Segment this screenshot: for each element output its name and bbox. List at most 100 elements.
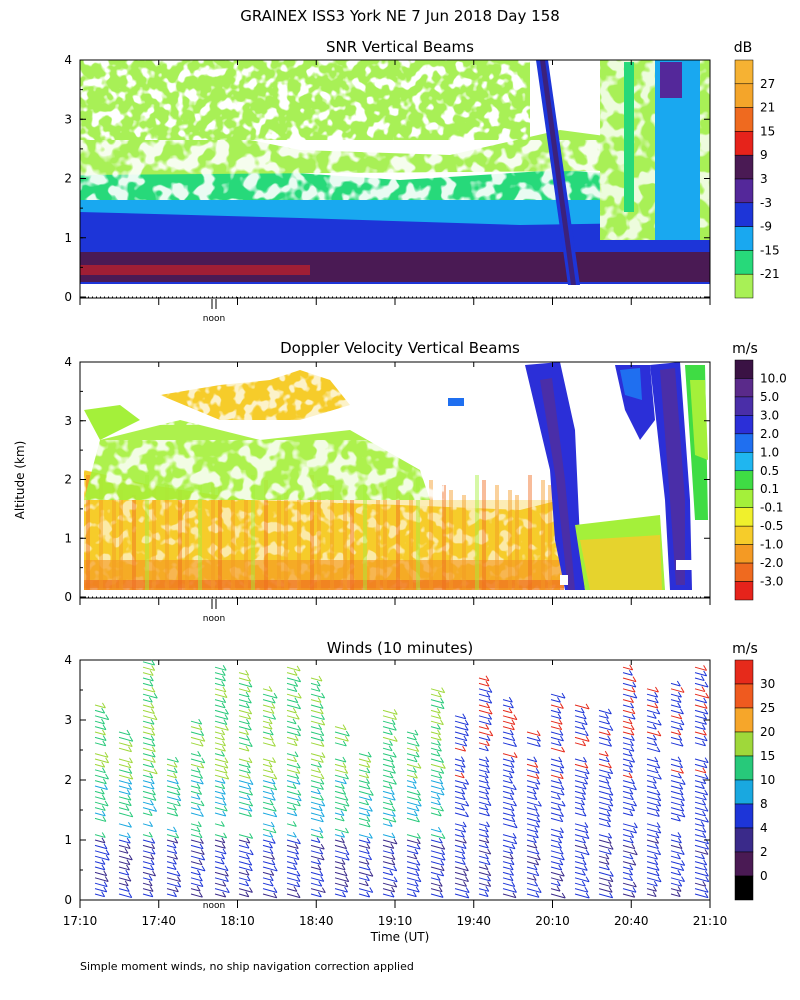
- colorbar-label: 9: [760, 148, 768, 162]
- wind-barb: [262, 726, 273, 730]
- wind-barb: [694, 769, 706, 774]
- winds-panel-title: Winds (10 minutes): [327, 639, 474, 657]
- wind-barb: [214, 682, 225, 687]
- wind-barb-flag: [655, 865, 660, 871]
- wind-barb: [622, 709, 636, 715]
- wind-barb: [286, 672, 298, 676]
- wind-barb: [646, 871, 660, 877]
- wind-barb: [382, 796, 396, 801]
- wind-barb: [310, 861, 321, 865]
- wind-barb-flag: [413, 810, 418, 817]
- wind-barb-flag: [319, 816, 324, 823]
- wind-barb: [622, 688, 636, 693]
- wind-barb: [238, 882, 249, 887]
- wind-barb-flag: [535, 767, 540, 774]
- wind-barb: [190, 769, 201, 773]
- wind-barb-flag: [201, 854, 206, 861]
- wind-barb-flag: [560, 735, 564, 742]
- wind-barb: [622, 715, 636, 720]
- wind-barb-flag: [199, 740, 204, 747]
- wind-barb-flag: [344, 735, 349, 742]
- wind-barb-flag: [416, 843, 421, 850]
- wind-barb-flag: [150, 702, 155, 709]
- wind-barb-flag: [224, 725, 229, 731]
- wind-barb: [286, 677, 301, 683]
- wind-barb-flag: [513, 741, 517, 747]
- wind-barb-flag: [151, 757, 156, 763]
- wind-barb-flag: [680, 719, 685, 726]
- shared-x-axis-label: Time (UT): [370, 930, 430, 944]
- wind-barb-flag: [462, 745, 467, 752]
- wind-barb-flag: [369, 887, 374, 893]
- wind-barb: [478, 866, 489, 870]
- wind-barb: [214, 720, 228, 725]
- wind-barb-flag: [609, 768, 614, 774]
- wind-barb: [310, 704, 324, 709]
- wind-barb-flag: [513, 752, 518, 758]
- wind-barb-flag: [221, 734, 225, 741]
- wind-barb: [598, 796, 613, 801]
- wind-barb: [142, 871, 156, 877]
- wind-barb: [646, 726, 657, 730]
- wind-barb-flag: [485, 886, 490, 892]
- wind-barb-flag: [297, 703, 301, 710]
- wind-barb-flag: [629, 864, 634, 870]
- wind-barb-flag: [487, 875, 491, 882]
- wind-barb-flag: [104, 784, 108, 790]
- colorbar-swatch: [734, 470, 754, 490]
- wind-barb-flag: [198, 718, 203, 725]
- wind-barb-flag: [221, 750, 225, 757]
- wind-barb: [118, 850, 129, 854]
- wind-barb-flag: [273, 773, 278, 780]
- wind-barb-flag: [417, 800, 422, 807]
- wind-barb: [310, 709, 324, 715]
- wind-barb: [454, 769, 465, 773]
- wind-barb-flag: [487, 848, 492, 855]
- wind-barb-flag: [485, 761, 490, 768]
- wind-barb: [574, 828, 589, 834]
- wind-barb: [406, 812, 418, 817]
- shared-y-axis-label: Altitude (km): [13, 441, 27, 520]
- wind-barb: [262, 704, 276, 709]
- wind-barb-flag: [604, 750, 609, 757]
- wind-barb-flag: [462, 821, 467, 828]
- wind-barb-flag: [365, 875, 370, 881]
- colorbar-swatch: [734, 683, 754, 709]
- wind-barb-flag: [269, 875, 274, 881]
- wind-barb-flag: [173, 767, 178, 773]
- wind-barb: [550, 877, 563, 882]
- wind-barb-flag: [557, 805, 562, 811]
- wind-barb: [142, 699, 153, 703]
- wind-barb: [166, 780, 179, 785]
- wind-barb-flag: [101, 702, 106, 709]
- wind-barb: [478, 769, 490, 774]
- wind-barb: [646, 850, 661, 856]
- wind-barb: [694, 801, 706, 806]
- wind-barb: [430, 688, 445, 694]
- wind-barb-flag: [487, 870, 492, 876]
- wind-barb: [94, 807, 106, 811]
- wind-barb-flag: [249, 849, 254, 856]
- wind-barb: [238, 763, 251, 768]
- wind-barb-flag: [557, 740, 562, 746]
- wind-barb: [430, 866, 445, 872]
- wind-barb-flag: [172, 842, 177, 849]
- wind-barb-flag: [272, 827, 277, 834]
- colorbar-swatch: [734, 525, 754, 545]
- wind-barb-flag: [582, 740, 587, 747]
- wind-barb: [694, 715, 707, 720]
- wind-barb-flag: [462, 713, 467, 720]
- wind-barb-flag: [129, 773, 134, 780]
- wind-barb: [550, 834, 563, 839]
- colorbar-swatch: [734, 202, 754, 227]
- wind-barb: [262, 780, 276, 785]
- wind-barb: [310, 731, 324, 737]
- wind-barb-flag: [676, 680, 681, 687]
- y-tick-label: 1: [64, 531, 72, 545]
- wind-barb: [406, 801, 422, 807]
- wind-barb: [694, 861, 707, 866]
- wind-barb-flag: [293, 686, 298, 692]
- colorbar-label: 1.0: [760, 445, 779, 459]
- wind-barb-flag: [392, 779, 397, 785]
- wind-barb-flag: [293, 864, 297, 870]
